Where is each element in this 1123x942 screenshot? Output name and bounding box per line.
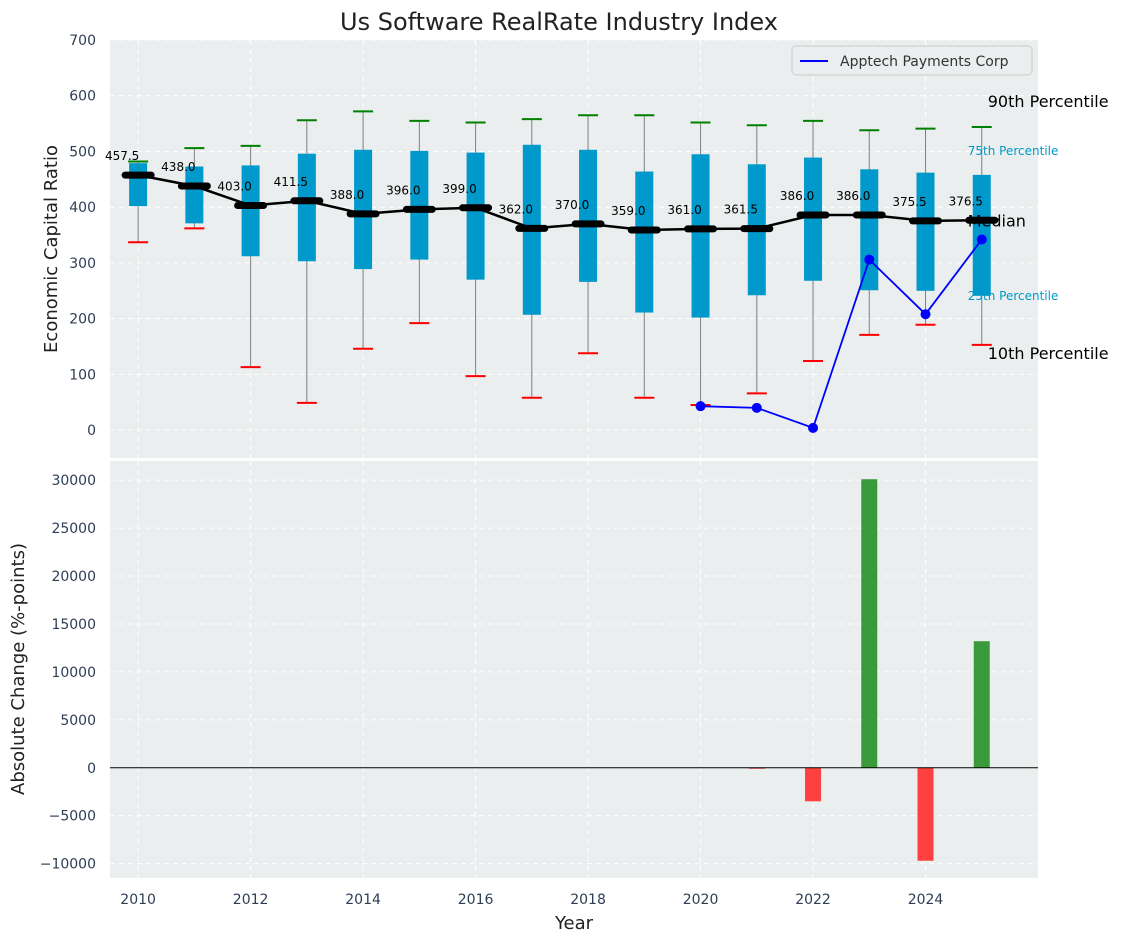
- annotation-p10: 10th Percentile: [988, 344, 1109, 363]
- x-tick-label: 2014: [345, 892, 381, 908]
- legend-label: Apptech Payments Corp: [840, 54, 1009, 70]
- top-y-tick-label: 100: [69, 367, 96, 383]
- top-plot-background: [110, 40, 1038, 458]
- company-point: [920, 309, 931, 320]
- percentile-annotations: 90th Percentile 75th Percentile Median 25th…: [968, 92, 1109, 363]
- top-y-tick-label: 500: [69, 144, 96, 160]
- iqr-box: [635, 171, 654, 313]
- iqr-box: [354, 149, 373, 270]
- bottom-grid: [110, 461, 1038, 878]
- median-value-label: 370.0: [555, 198, 589, 212]
- change-bar: [861, 479, 878, 768]
- median-value-label: 375.5: [892, 195, 926, 209]
- annotation-p75: 75th Percentile: [968, 144, 1059, 158]
- top-y-tick-label: 300: [69, 256, 96, 272]
- iqr-box: [860, 169, 879, 291]
- top-y-tick-label: 0: [87, 423, 96, 439]
- top-y-axis-label: Economic Capital Ratio: [41, 145, 62, 353]
- median-value-label: 438.0: [161, 160, 195, 174]
- x-tick-label: 2022: [795, 892, 831, 908]
- top-y-tick-label: 700: [69, 33, 96, 49]
- bottom-y-tick-label: 25000: [51, 521, 96, 537]
- median-polyline: [137, 173, 982, 232]
- company-point: [808, 422, 819, 433]
- x-tick-labels: 2010 2012 2014 2016 2018 2020 2022 2024: [120, 892, 943, 908]
- median-line: [121, 171, 999, 234]
- median-value-label: 388.0: [330, 188, 364, 202]
- bottom-y-tick-label: −5000: [49, 809, 96, 825]
- x-tick-label: 2010: [120, 892, 156, 908]
- bottom-y-tick-label: 0: [87, 761, 96, 777]
- median-value-label: 376.5: [949, 194, 983, 208]
- median-value-label: 361.5: [724, 203, 758, 217]
- iqr-box: [466, 152, 485, 280]
- iqr-box: [916, 172, 935, 291]
- bottom-y-tick-label: 30000: [51, 473, 96, 489]
- legend-box: [791, 45, 1033, 76]
- x-tick-label: 2012: [233, 892, 269, 908]
- median-value-label: 403.0: [217, 180, 251, 194]
- iqr-box: [579, 149, 598, 282]
- iqr-box: [241, 165, 260, 257]
- company-polyline: [700, 238, 983, 430]
- median-value-label: 361.0: [667, 203, 701, 217]
- bottom-plot-background: [110, 461, 1038, 878]
- median-value-label: 362.0: [499, 202, 533, 216]
- iqr-box: [804, 157, 823, 281]
- bottom-y-axis-label: Absolute Change (%-points): [8, 543, 29, 795]
- company-point: [695, 401, 706, 412]
- x-tick-label: 2024: [908, 892, 944, 908]
- x-tick-label: 2016: [458, 892, 494, 908]
- change-bars: [110, 479, 1038, 861]
- company-point: [864, 254, 875, 265]
- median-value-label: 457.5: [105, 149, 139, 163]
- annotation-p25: 25th Percentile: [968, 289, 1059, 303]
- chart-title: Us Software RealRate Industry Index: [340, 8, 778, 36]
- annotation-p90: 90th Percentile: [988, 92, 1109, 111]
- median-value-label: 399.0: [442, 182, 476, 196]
- percentile-caps: [128, 110, 992, 407]
- legend: Apptech Payments Corp: [791, 45, 1033, 76]
- median-value-label: 359.0: [611, 204, 645, 218]
- company-line: [695, 234, 987, 433]
- median-value-label: 411.5: [274, 175, 308, 189]
- bottom-y-tick-label: 10000: [51, 665, 96, 681]
- bottom-y-tick-label: 5000: [60, 713, 96, 729]
- company-point: [976, 234, 987, 245]
- change-bar: [805, 767, 822, 802]
- median-value-label: 386.0: [780, 189, 814, 203]
- iqr-box: [129, 163, 148, 207]
- top-y-tick-label: 200: [69, 312, 96, 328]
- median-labels: 457.5 438.0 403.0 411.5 388.0 396.0 399.0 362.0…: [105, 149, 983, 218]
- x-tick-label: 2018: [570, 892, 606, 908]
- median-value-label: 386.0: [836, 189, 870, 203]
- bottom-y-tick-label: 15000: [51, 617, 96, 633]
- median-value-label: 396.0: [386, 183, 420, 197]
- company-point: [751, 402, 762, 413]
- change-bar: [917, 767, 934, 861]
- iqr-box: [410, 150, 429, 260]
- top-y-tick-label: 600: [69, 89, 96, 105]
- bottom-y-tick-label: −10000: [40, 857, 96, 873]
- x-tick-label: 2020: [683, 892, 719, 908]
- bottom-y-tick-labels: −10000 −5000 0 5000 10000 15000 20000 25000 3000…: [40, 473, 96, 872]
- top-y-tick-label: 400: [69, 200, 96, 216]
- annotation-median: Median: [968, 211, 1026, 230]
- x-axis-label: Year: [554, 913, 594, 934]
- bottom-y-tick-label: 20000: [51, 569, 96, 585]
- iqr-box: [297, 153, 316, 262]
- change-bar: [973, 641, 990, 768]
- top-y-tick-labels: 0 100 200 300 400 500 600 700: [69, 33, 96, 439]
- iqr-box: [691, 154, 710, 318]
- iqr-box: [185, 166, 204, 224]
